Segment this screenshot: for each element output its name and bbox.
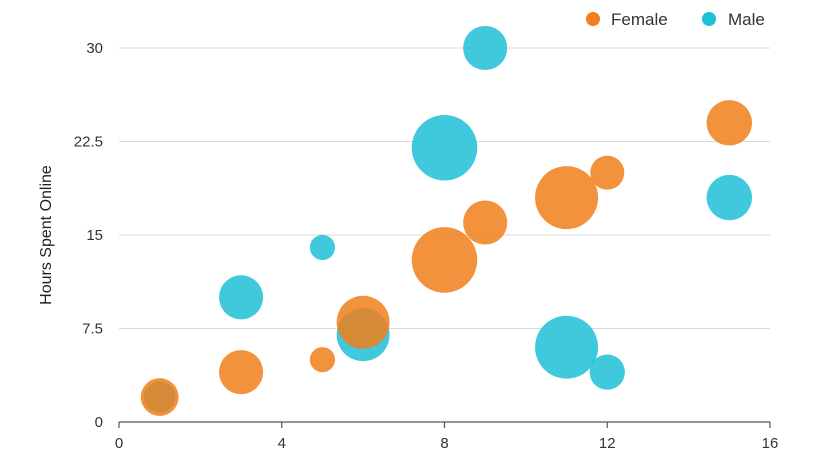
legend-marker-male	[702, 12, 716, 26]
bubble-female[interactable]	[706, 100, 752, 146]
legend-marker-female	[586, 12, 600, 26]
y-tick-label: 22.5	[74, 134, 103, 151]
y-axis-title: Hours Spent Online	[38, 165, 55, 305]
bubble-male[interactable]	[706, 174, 752, 221]
y-tick-label: 15	[86, 227, 103, 244]
bubble-female[interactable]	[590, 155, 625, 190]
bubble-female[interactable]	[535, 166, 599, 230]
bubble-female[interactable]	[411, 227, 478, 293]
bubble-male[interactable]	[463, 25, 508, 71]
bubble-female[interactable]	[309, 347, 336, 373]
bubble-male[interactable]	[411, 114, 478, 181]
tick-labels: 0 7.5 15 22.5 30 0 4 8 12 16	[74, 40, 779, 452]
legend-label-male: Male	[728, 10, 765, 29]
bubble-female[interactable]	[219, 350, 264, 395]
y-tick-label: 7.5	[82, 321, 103, 338]
bubbles	[140, 25, 752, 416]
y-tick-label: 30	[86, 40, 103, 57]
bubble-male[interactable]	[309, 234, 336, 261]
legend: Female Male	[586, 10, 765, 29]
bubble-female[interactable]	[463, 200, 508, 245]
bubble-female[interactable]	[336, 295, 390, 349]
bubble-female[interactable]	[140, 378, 179, 416]
bubble-male[interactable]	[589, 354, 625, 390]
x-tick-label: 8	[440, 435, 448, 452]
x-tick-label: 12	[599, 435, 616, 452]
bubble-male[interactable]	[219, 275, 264, 320]
x-tick-label: 0	[115, 435, 123, 452]
x-tick-label: 4	[278, 435, 286, 452]
axes	[118, 421, 771, 428]
legend-label-female: Female	[611, 10, 668, 29]
x-tick-label: 16	[762, 435, 779, 452]
y-tick-label: 0	[95, 414, 103, 431]
bubble-male[interactable]	[535, 315, 599, 379]
